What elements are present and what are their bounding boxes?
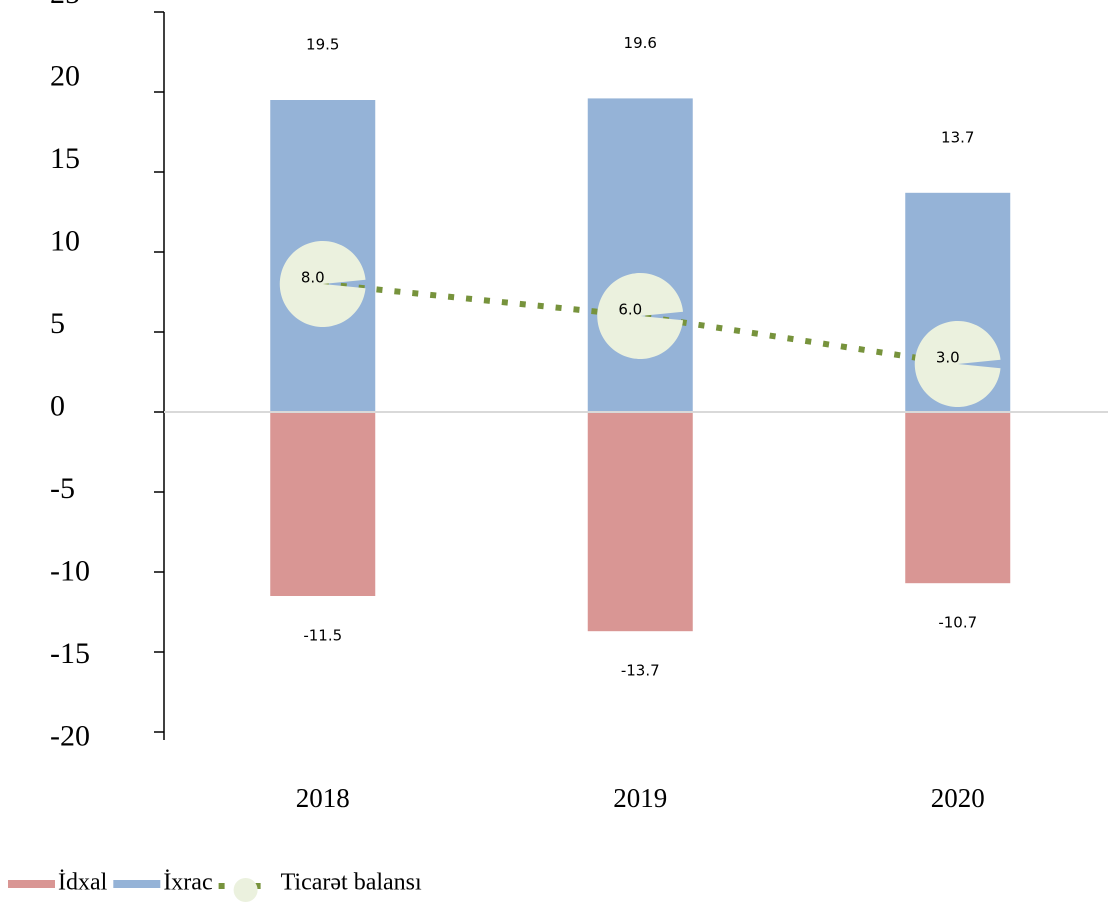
y-tick-label: 25 <box>50 0 80 10</box>
bar <box>587 98 693 413</box>
balance-marker <box>279 241 366 327</box>
balance-marker <box>914 321 1001 407</box>
x-tick-label: 2019 <box>613 783 667 813</box>
y-tick-label: 0 <box>50 389 65 422</box>
legend-swatch <box>8 880 55 888</box>
x-tick-label: 2018 <box>296 783 350 813</box>
data-label: -10.7 <box>938 614 977 632</box>
y-tick-label: 5 <box>50 307 65 340</box>
legend-marker <box>233 878 258 902</box>
y-tick-label: -10 <box>50 554 90 587</box>
bar <box>587 412 693 632</box>
y-tick-label: -5 <box>50 472 75 505</box>
balance-marker <box>597 272 684 359</box>
legend-label: İxrac <box>163 870 212 896</box>
data-label: 19.6 <box>624 34 657 52</box>
data-label: 13.7 <box>941 128 974 146</box>
data-label: 6.0 <box>618 301 642 319</box>
data-label: 8.0 <box>301 269 325 287</box>
y-tick-label: 10 <box>50 224 80 257</box>
data-label: 19.5 <box>306 36 339 54</box>
bar <box>905 412 1011 584</box>
legend-swatch <box>113 880 161 888</box>
bar <box>270 412 376 596</box>
legend-label: İdxal <box>58 870 108 896</box>
y-tick-label: 20 <box>50 59 80 92</box>
x-tick-label: 2020 <box>931 783 985 813</box>
data-label: -11.5 <box>303 627 342 645</box>
y-tick-label: 15 <box>50 142 80 175</box>
data-label: -13.7 <box>621 662 660 680</box>
y-tick-label: -15 <box>50 637 90 670</box>
data-label: 3.0 <box>936 349 960 367</box>
y-tick-label: -20 <box>50 719 90 752</box>
legend-label: Ticarət balansı <box>281 870 422 896</box>
